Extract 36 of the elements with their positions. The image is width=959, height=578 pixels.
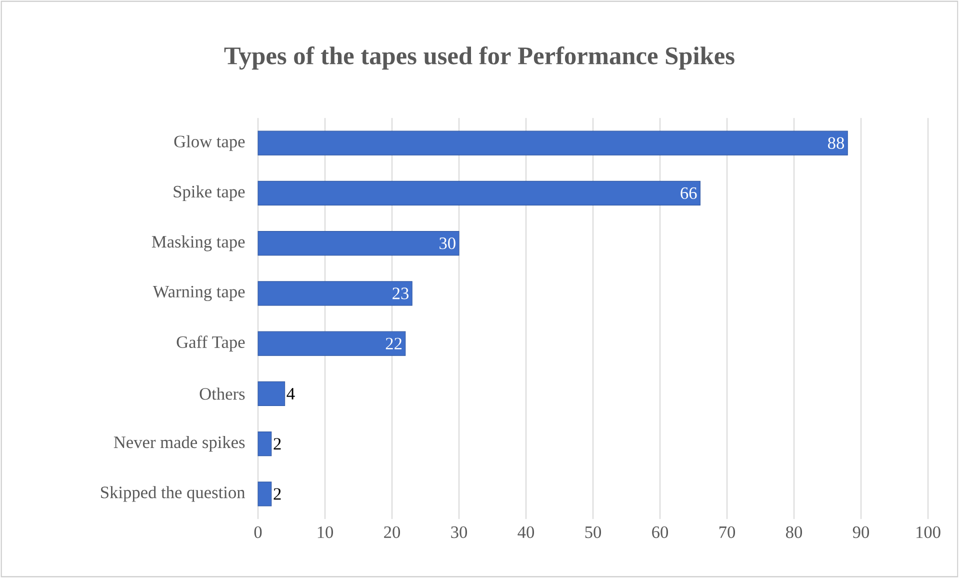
y-tick-label: Gaff Tape <box>176 336 245 352</box>
data-label: 88 <box>828 137 844 149</box>
x-tick-label: 30 <box>451 526 468 538</box>
y-tick-label: Glow tape <box>174 135 245 151</box>
x-tick-label: 40 <box>518 526 534 538</box>
y-tick-label: Spike tape <box>174 185 245 202</box>
x-tick-label: 50 <box>585 526 602 538</box>
data-label: 4 <box>286 388 295 400</box>
data-label: 66 <box>680 187 697 200</box>
y-tick-label: Never made spikes <box>114 436 245 452</box>
y-tick-label: Others <box>200 388 245 400</box>
data-label: 22 <box>386 338 402 350</box>
x-tick-label: 90 <box>852 526 870 538</box>
x-tick-label: 20 <box>384 526 400 538</box>
y-tick-label: Warning tape <box>152 286 245 302</box>
x-tick-label: 60 <box>652 526 668 538</box>
chart-title: Types of the tapes used for Performance Spikes <box>224 46 734 70</box>
bar <box>258 130 848 156</box>
bar <box>258 231 460 256</box>
data-label: 23 <box>392 288 408 300</box>
data-label: 2 <box>274 488 281 500</box>
bar <box>258 482 272 506</box>
data-label: 2 <box>274 438 281 450</box>
y-tick-label: Masking tape <box>152 235 245 252</box>
bar <box>258 331 406 356</box>
bar <box>258 281 412 306</box>
bar <box>258 180 700 206</box>
bar <box>258 432 272 456</box>
bar <box>258 381 286 406</box>
x-tick-label: 80 <box>786 526 802 538</box>
data-label: 30 <box>440 237 456 250</box>
x-tick-label: 10 <box>318 526 334 538</box>
y-tick-label: Skipped the question <box>101 486 246 502</box>
x-tick-label: 70 <box>719 526 736 538</box>
x-tick-label: 100 <box>916 526 940 538</box>
x-tick-label: 0 <box>254 526 262 538</box>
